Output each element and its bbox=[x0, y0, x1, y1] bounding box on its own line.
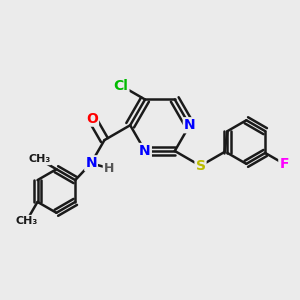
Text: S: S bbox=[196, 159, 206, 173]
Text: Cl: Cl bbox=[114, 79, 128, 93]
Text: N: N bbox=[139, 144, 151, 158]
Text: H: H bbox=[104, 162, 114, 175]
Text: F: F bbox=[279, 157, 289, 171]
Text: CH₃: CH₃ bbox=[16, 216, 38, 226]
Text: CH₃: CH₃ bbox=[28, 154, 50, 164]
Text: N: N bbox=[184, 118, 195, 132]
Text: O: O bbox=[86, 112, 98, 126]
Text: N: N bbox=[85, 156, 97, 170]
